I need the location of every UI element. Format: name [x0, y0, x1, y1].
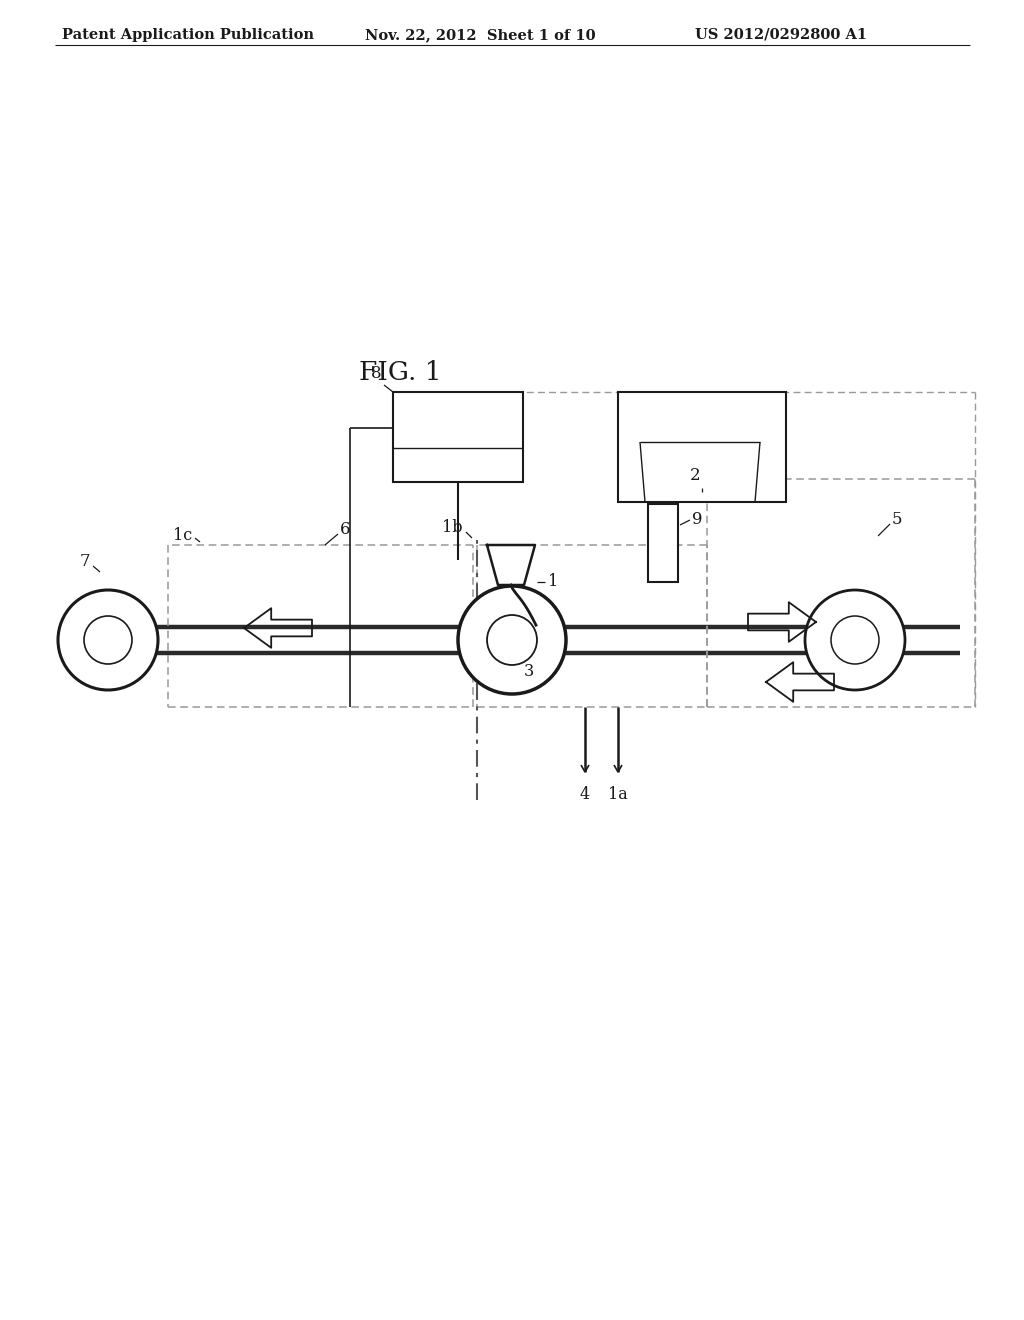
Text: FIG. 1: FIG. 1 — [358, 360, 441, 385]
Circle shape — [805, 590, 905, 690]
Circle shape — [458, 586, 566, 694]
Text: 2: 2 — [689, 467, 700, 484]
Text: Nov. 22, 2012  Sheet 1 of 10: Nov. 22, 2012 Sheet 1 of 10 — [365, 28, 596, 42]
Circle shape — [487, 615, 537, 665]
Text: 1b: 1b — [442, 520, 463, 536]
Text: Patent Application Publication: Patent Application Publication — [62, 28, 314, 42]
Circle shape — [84, 616, 132, 664]
Text: 4: 4 — [580, 785, 590, 803]
Text: 1a: 1a — [608, 785, 628, 803]
Circle shape — [831, 616, 879, 664]
Text: 6: 6 — [340, 521, 350, 539]
Text: 9: 9 — [692, 511, 702, 528]
Text: 8: 8 — [372, 366, 382, 381]
Text: US 2012/0292800 A1: US 2012/0292800 A1 — [695, 28, 867, 42]
Text: 1: 1 — [548, 573, 558, 590]
Text: 1c: 1c — [173, 527, 193, 544]
Polygon shape — [487, 545, 535, 585]
Text: 3: 3 — [524, 664, 535, 681]
Bar — [393, 392, 523, 482]
Circle shape — [58, 590, 158, 690]
Text: 5: 5 — [892, 511, 902, 528]
Text: 7: 7 — [80, 553, 90, 570]
Bar — [648, 504, 678, 582]
Bar — [618, 392, 786, 502]
